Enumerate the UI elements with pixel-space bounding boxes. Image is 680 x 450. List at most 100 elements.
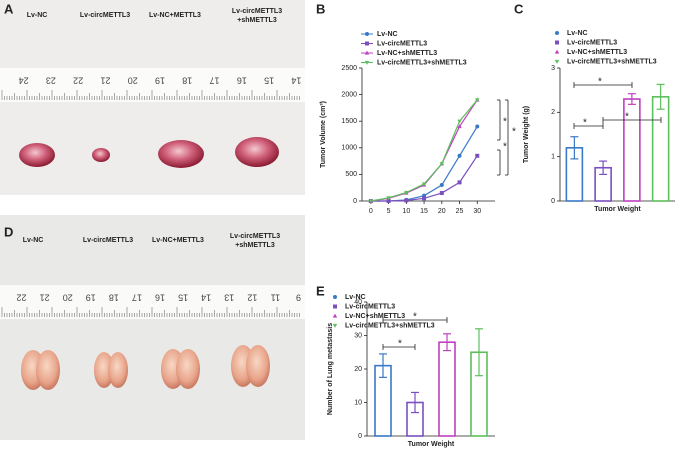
- legend-label: Lv-NC+shMETTL3: [345, 313, 405, 320]
- x-tick-label: 30: [473, 208, 481, 215]
- marker: [365, 41, 369, 46]
- y-tick-label: 20: [354, 366, 362, 373]
- significance-label: *: [503, 142, 507, 153]
- photo-label: Lv-NC+METTL3: [152, 237, 204, 244]
- y-tick-label: 10: [354, 399, 362, 406]
- ruler-number: 13: [224, 293, 234, 303]
- photo-d: [0, 215, 305, 440]
- marker: [332, 323, 338, 328]
- marker: [421, 182, 427, 187]
- x-tick-label: 5: [387, 208, 391, 215]
- y-axis-label: Number of Lung metastasis: [327, 323, 334, 415]
- marker: [475, 124, 480, 129]
- legend-label: Lv-circMETTL3+shMETTL3: [345, 322, 435, 329]
- marker: [439, 191, 444, 196]
- marker: [404, 198, 409, 203]
- legend-label: Lv-NC+shMETTL3: [567, 49, 627, 56]
- panel-label: B: [316, 1, 325, 16]
- ruler-number: 19: [86, 293, 96, 303]
- x-tick-label: 20: [438, 208, 446, 215]
- panel-label: E: [316, 283, 325, 298]
- y-tick-label: 2500: [341, 65, 357, 72]
- ruler-number: 23: [46, 76, 56, 86]
- y-tick-label: 2: [551, 109, 555, 116]
- y-tick-label: 0: [551, 198, 555, 205]
- x-tick-label: 10: [402, 208, 410, 215]
- marker: [368, 199, 374, 204]
- ruler-number: 9: [296, 293, 301, 303]
- ruler: [0, 68, 305, 102]
- ruler-number: 17: [132, 293, 142, 303]
- x-tick-label: 15: [420, 208, 428, 215]
- ruler-number: 22: [17, 293, 27, 303]
- series-line: [370, 126, 478, 202]
- marker: [457, 124, 462, 129]
- y-tick-label: 40: [354, 299, 362, 306]
- marker: [364, 60, 370, 65]
- photo-label: Lv-circMETTL3: [83, 237, 133, 244]
- photo-label: Lv-circMETTL3: [230, 233, 280, 240]
- x-tick-label: Tumor Weight: [594, 206, 641, 213]
- ruler-number: 16: [155, 293, 165, 303]
- ruler-number: 22: [73, 76, 83, 86]
- y-tick-label: 30: [354, 332, 362, 339]
- ruler-number: 18: [109, 293, 119, 303]
- significance-label: *: [398, 339, 402, 350]
- photo-label: Lv-NC: [27, 12, 48, 19]
- ruler-number: 20: [128, 76, 138, 86]
- y-tick-label: 2000: [341, 91, 357, 98]
- y-tick-label: 1500: [341, 118, 357, 125]
- significance-label: *: [583, 118, 587, 129]
- marker: [365, 32, 369, 36]
- ruler-number: 11: [271, 293, 280, 303]
- ruler-number: 12: [247, 293, 257, 303]
- marker: [555, 31, 559, 35]
- x-tick-label: 25: [456, 208, 464, 215]
- photo-label: Lv-NC: [23, 237, 44, 244]
- ruler-number: 24: [19, 76, 29, 86]
- marker: [439, 183, 444, 188]
- ruler-number: 15: [264, 76, 274, 86]
- bar: [438, 341, 456, 437]
- panel-label: D: [4, 224, 13, 239]
- marker: [364, 50, 370, 55]
- lungs: [21, 345, 270, 390]
- significance-label: *: [413, 312, 417, 323]
- significance-label: *: [503, 117, 507, 128]
- panel-label: C: [514, 1, 524, 16]
- significance-label: *: [625, 112, 629, 123]
- photo-label: +shMETTL3: [237, 17, 277, 24]
- marker: [439, 162, 444, 167]
- bar: [651, 96, 670, 202]
- legend-label: Lv-NC+shMETTL3: [377, 50, 437, 57]
- x-tick-label: 0: [369, 208, 373, 215]
- photo-label: +shMETTL3: [235, 242, 275, 249]
- y-tick-label: 1: [551, 154, 555, 161]
- y-tick-label: 500: [345, 171, 357, 178]
- y-axis-label: Tumor Weight (g): [523, 106, 530, 163]
- legend-label: Lv-circMETTL3+shMETTL3: [377, 59, 467, 66]
- ruler-number: 20: [63, 293, 73, 303]
- marker: [332, 313, 338, 318]
- legend-label: Lv-circMETTL3+shMETTL3: [567, 58, 657, 65]
- marker: [404, 190, 409, 195]
- marker: [555, 40, 559, 45]
- marker: [475, 153, 480, 158]
- marker: [554, 49, 560, 54]
- ruler-number: 14: [201, 293, 211, 303]
- marker: [457, 153, 462, 158]
- marker: [554, 59, 560, 64]
- legend-label: Lv-circMETTL3: [345, 303, 395, 310]
- y-axis-label: Tumor Volume (cm³): [320, 101, 327, 168]
- significance-label: *: [598, 77, 602, 88]
- ruler-number: 21: [100, 76, 110, 86]
- ruler-number: 19: [155, 76, 165, 86]
- ruler-number: 18: [182, 76, 192, 86]
- y-tick-label: 0: [353, 198, 357, 205]
- significance-label: *: [512, 127, 516, 138]
- marker: [333, 304, 337, 309]
- legend-label: Lv-circMETTL3: [567, 39, 617, 46]
- legend-label: Lv-NC: [377, 31, 398, 38]
- y-tick-label: 0: [358, 433, 362, 440]
